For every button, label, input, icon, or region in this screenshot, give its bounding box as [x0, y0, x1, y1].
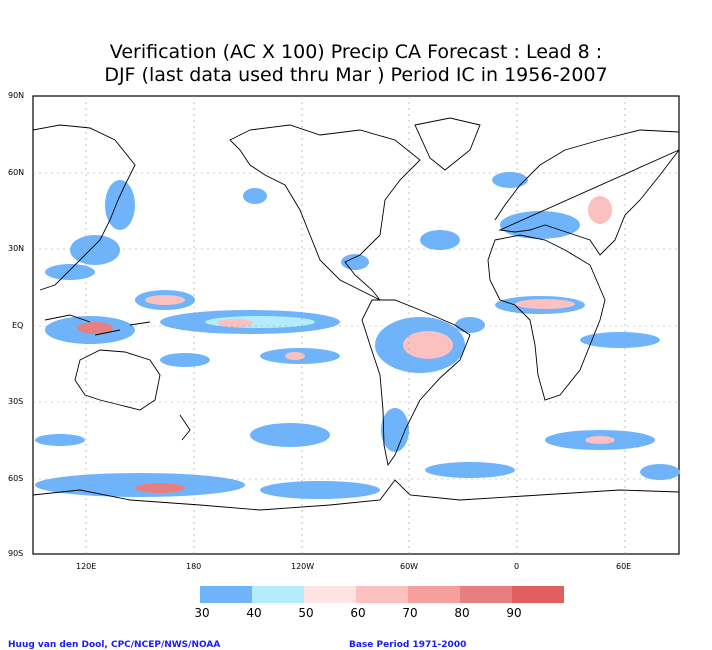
colorbar-label-70: 70	[402, 606, 418, 620]
colorbar-swatch-30-40	[200, 586, 252, 603]
lat-label-90s: 90S	[8, 549, 24, 558]
lat-label-90n: 90N	[8, 91, 25, 100]
lon-label-60w: 60W	[400, 562, 419, 571]
colorbar-label-40: 40	[246, 606, 262, 620]
colorbar-swatch-40-50	[252, 586, 304, 603]
colorbar-label-50: 50	[298, 606, 314, 620]
lat-label-eq: EQ	[12, 321, 24, 330]
lon-label-120e: 120E	[76, 562, 97, 571]
lat-label-30s: 30S	[8, 397, 24, 406]
colorbar-swatch-50-60	[304, 586, 356, 603]
lon-label-60e: 60E	[616, 562, 632, 571]
colorbar-swatch-60-70	[356, 586, 408, 603]
lon-label-180: 180	[186, 562, 202, 571]
lat-label-30n: 30N	[8, 244, 25, 253]
lon-label-120w: 120W	[291, 562, 315, 571]
graticule	[33, 96, 679, 554]
map-title-line2: DJF (last data used thru Mar ) Period IC…	[104, 64, 608, 86]
footer-credit: Huug van den Dool, CPC/NCEP/NWS/NOAA	[8, 640, 221, 650]
colorbar-label-90: 90	[506, 606, 522, 620]
lon-label-0: 0	[514, 562, 520, 571]
colorbar-swatch-80-90	[460, 586, 512, 603]
colorbar-swatch-90-100	[512, 586, 564, 603]
coastlines	[32, 117, 680, 511]
footer-base-period: Base Period 1971-2000	[349, 640, 467, 650]
map-title-line1: Verification (AC X 100) Precip CA Foreca…	[109, 41, 603, 63]
colorbar-label-80: 80	[454, 606, 470, 620]
colorbar-label-30: 30	[194, 606, 210, 620]
colorbar-label-60: 60	[350, 606, 366, 620]
skill-shading	[35, 172, 680, 499]
lat-label-60n: 60N	[8, 168, 25, 177]
colorbar-swatch-70-80	[408, 586, 460, 603]
lat-label-60s: 60S	[8, 474, 24, 483]
